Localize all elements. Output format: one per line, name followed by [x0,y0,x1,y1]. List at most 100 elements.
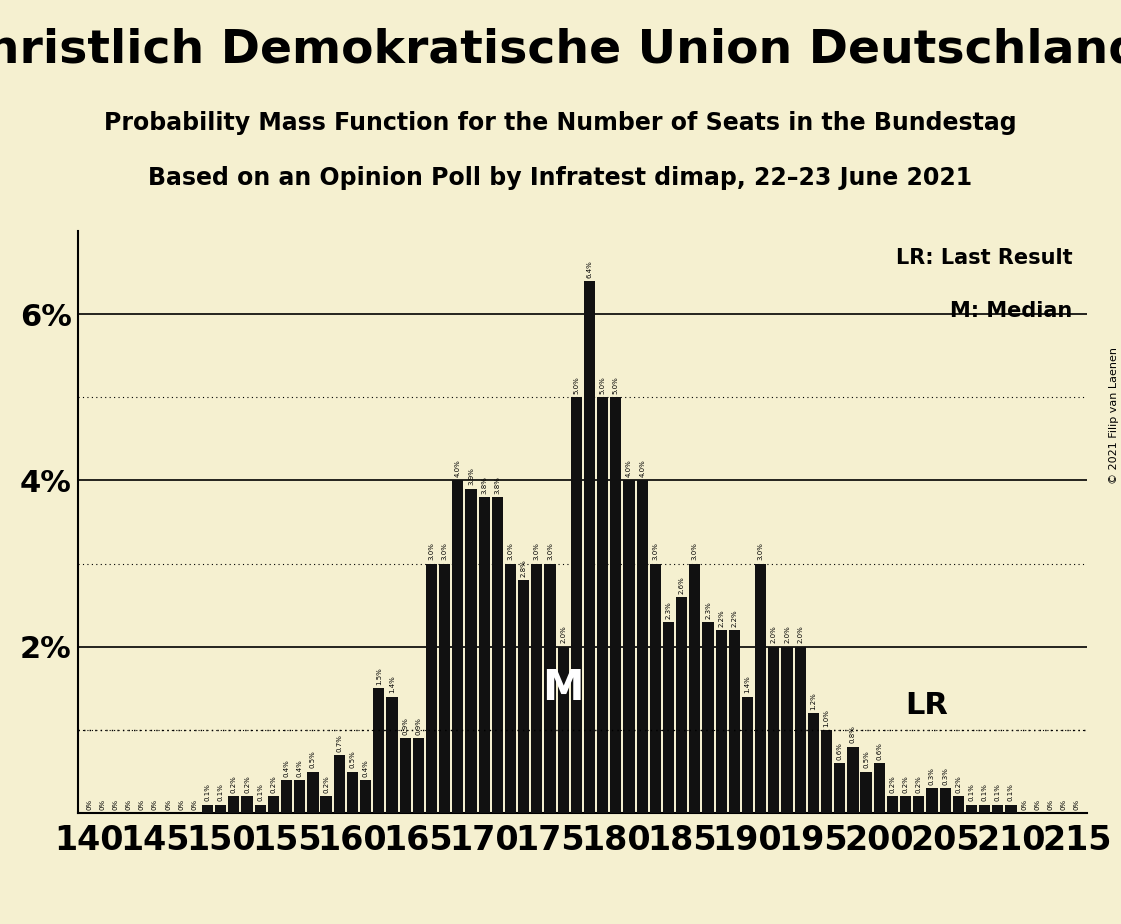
Text: 0%: 0% [1035,798,1040,809]
Bar [492,497,503,813]
Text: 0.3%: 0.3% [942,767,948,784]
Text: 0.6%: 0.6% [836,742,843,760]
Bar [900,796,911,813]
Bar [821,730,832,813]
Text: 0%: 0% [1060,798,1067,809]
Text: 2.2%: 2.2% [731,609,738,626]
Text: 3.0%: 3.0% [442,542,447,560]
Bar [254,805,266,813]
Text: 0.2%: 0.2% [244,775,250,793]
Text: 0.1%: 0.1% [1008,784,1015,801]
Bar [914,796,925,813]
Bar [360,780,371,813]
Text: 0.1%: 0.1% [982,784,988,801]
Text: 2.0%: 2.0% [771,626,777,643]
Text: 2.8%: 2.8% [520,559,527,577]
Bar [452,480,463,813]
Text: 3.0%: 3.0% [758,542,763,560]
Bar [202,805,213,813]
Text: 0.2%: 0.2% [323,775,330,793]
Text: 1.0%: 1.0% [824,709,830,726]
Bar [834,763,845,813]
Text: 0%: 0% [1047,798,1054,809]
Bar [887,796,898,813]
Text: Christlich Demokratische Union Deutschlands: Christlich Demokratische Union Deutschla… [0,28,1121,73]
Bar [795,647,806,813]
Bar [531,564,543,813]
Text: 4.0%: 4.0% [639,459,646,477]
Text: 2.2%: 2.2% [719,609,724,626]
Text: 5.0%: 5.0% [600,376,605,394]
Text: 0%: 0% [139,798,145,809]
Bar [979,805,990,813]
Text: 5.0%: 5.0% [613,376,619,394]
Text: 3.0%: 3.0% [508,542,513,560]
Text: 0.9%: 0.9% [402,717,408,735]
Text: 0%: 0% [112,798,119,809]
Text: 2.3%: 2.3% [666,601,671,618]
Text: 2.3%: 2.3% [705,601,711,618]
Text: Probability Mass Function for the Number of Seats in the Bundestag: Probability Mass Function for the Number… [104,111,1017,135]
Bar [426,564,437,813]
Bar [623,480,634,813]
Bar [465,489,476,813]
Bar [847,747,859,813]
Text: 0.4%: 0.4% [284,759,289,776]
Bar [873,763,884,813]
Text: 0.2%: 0.2% [231,775,237,793]
Bar [676,597,687,813]
Bar [768,647,779,813]
Text: 0.2%: 0.2% [902,775,909,793]
Text: 0.2%: 0.2% [916,775,921,793]
Bar [413,738,424,813]
Text: 0%: 0% [165,798,172,809]
Bar [953,796,964,813]
Bar [346,772,358,813]
Bar [663,622,674,813]
Text: 0.1%: 0.1% [204,784,211,801]
Bar [715,630,726,813]
Text: 2.0%: 2.0% [560,626,566,643]
Bar [966,805,978,813]
Text: 0.1%: 0.1% [969,784,974,801]
Text: M: M [543,667,584,710]
Text: 0.1%: 0.1% [994,784,1001,801]
Text: 0.2%: 0.2% [270,775,277,793]
Bar [334,755,345,813]
Text: 0.4%: 0.4% [297,759,303,776]
Bar [229,796,240,813]
Text: 1.4%: 1.4% [389,675,395,693]
Bar [479,497,490,813]
Text: 0%: 0% [1021,798,1027,809]
Text: 0.5%: 0.5% [863,750,869,768]
Bar [215,805,226,813]
Bar [742,697,753,813]
Text: LR: LR [906,691,948,720]
Text: 4.0%: 4.0% [455,459,461,477]
Bar [926,788,937,813]
Bar [861,772,872,813]
Bar [294,780,305,813]
Bar [399,738,410,813]
Text: 0.2%: 0.2% [889,775,896,793]
Text: 2.0%: 2.0% [784,626,790,643]
Bar [597,397,609,813]
Text: 3.8%: 3.8% [494,476,500,493]
Bar [557,647,568,813]
Bar [387,697,398,813]
Text: 0%: 0% [1074,798,1080,809]
Text: 0.8%: 0.8% [850,725,856,743]
Text: 5.0%: 5.0% [573,376,580,394]
Bar [939,788,951,813]
Text: 0%: 0% [86,798,92,809]
Bar [584,281,595,813]
Bar [1006,805,1017,813]
Bar [992,805,1003,813]
Text: 3.0%: 3.0% [428,542,435,560]
Bar [729,630,740,813]
Text: 3.9%: 3.9% [467,468,474,485]
Text: 1.4%: 1.4% [744,675,751,693]
Bar [637,480,648,813]
Text: 0.7%: 0.7% [336,734,342,751]
Text: 2.0%: 2.0% [797,626,804,643]
